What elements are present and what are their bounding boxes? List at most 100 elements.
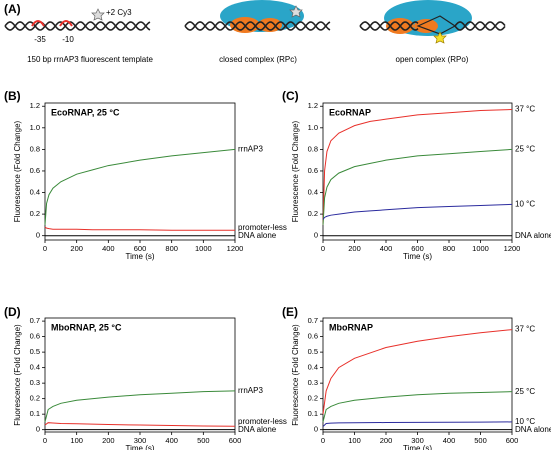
chart-title: MboRNAP [329,322,373,332]
y-tick-label: 0.8 [30,144,40,153]
y-tick-label: 0.4 [30,363,40,372]
y-axis-label: Fluorescence (Fold Change) [291,324,300,426]
series-label: promoter-less [238,223,287,232]
y-tick-label: 1.2 [30,101,40,110]
x-axis-label: Time (s) [403,252,432,261]
series-line [44,148,236,225]
x-tick-label: 100 [70,436,83,445]
x-tick-label: 400 [443,436,456,445]
y-tick-label: 0.7 [308,316,318,325]
label: 150 bp rrnAP3 fluorescent template [27,55,153,64]
x-tick-label: 0 [43,244,47,253]
y-tick-label: 1.0 [30,123,40,132]
x-tick-label: 800 [165,244,178,253]
series-label: DNA alone [238,231,277,240]
label: -35 [34,35,46,44]
y-tick-label: 0.1 [308,409,318,418]
y-tick-label: 0 [36,231,40,240]
series-line [322,108,513,225]
y-tick-label: 0.4 [308,188,318,197]
y-tick-label: 0.6 [30,332,40,341]
series-label: 37 °C [515,105,535,114]
label: open complex (RPo) [396,55,469,64]
x-tick-label: 200 [102,436,115,445]
x-axis-label: Time (s) [125,252,154,261]
series-label: DNA alone [515,231,551,240]
x-tick-label: 1000 [195,244,212,253]
y-tick-label: 0.3 [308,378,318,387]
series-label: rrnAP3 [238,386,263,395]
series-label: 10 °C [515,417,535,426]
x-tick-label: 600 [411,244,424,253]
y-tick-label: 0.8 [308,144,318,153]
y-tick-label: 0.3 [30,378,40,387]
series-label: 25 °C [515,387,535,396]
x-axis-label: Time (s) [403,444,432,450]
panel-label: (E) [282,305,298,319]
cy3-star [433,31,447,44]
y-axis-label: Fluorescence (Fold Change) [13,120,22,222]
panel-label: (B) [4,89,21,103]
y-tick-label: 0.1 [30,409,40,418]
plot-frame [44,317,236,433]
y-tick-label: 0 [314,231,318,240]
cy3-star [91,8,105,21]
y-tick-label: 1.0 [308,123,318,132]
y-tick-label: 0.6 [30,166,40,175]
series-line [44,390,236,423]
y-tick-label: 0.6 [308,166,318,175]
y-tick-label: 0.2 [30,394,40,403]
chart: (E) MboRNAP 0 0.1 0.2 0.3 0.4 0.5 0.6 0.7 0 100 200 3… [282,305,551,450]
label: -10 [62,35,74,44]
plot-frame [44,102,236,241]
x-tick-label: 200 [70,244,83,253]
x-tick-label: 600 [506,436,519,445]
y-axis-label: Fluorescence (Fold Change) [291,120,300,222]
series-line [322,421,513,427]
sigma [414,19,438,33]
series-label: 37 °C [515,325,535,334]
y-tick-label: 0.7 [30,316,40,325]
x-tick-label: 500 [474,436,487,445]
x-tick-label: 600 [229,436,242,445]
bubble [416,15,457,35]
x-tick-label: 600 [134,244,147,253]
y-tick-label: 0.5 [30,347,40,356]
y-tick-label: 0 [314,425,318,434]
series-line [44,226,235,231]
y-tick-label: 0 [36,425,40,434]
y-tick-label: 0.6 [308,332,318,341]
x-tick-label: 300 [411,436,424,445]
x-tick-label: 200 [348,244,361,253]
chart: (C) EcoRNAP 0 0.2 0.4 0.6 0.8 1.0 1.2 0 200 400 600 8… [282,89,551,261]
panel-a: (A) +2 Cy3 -35 -10 150 bp rrnAP3 fluores… [4,0,506,64]
series-line [322,203,513,220]
series-line [322,148,513,225]
x-tick-label: 1200 [227,244,244,253]
series-line [44,422,236,427]
x-tick-label: 400 [165,436,178,445]
x-tick-label: 0 [321,244,325,253]
x-tick-label: 0 [321,436,325,445]
x-tick-label: 1000 [472,244,489,253]
x-tick-label: 500 [197,436,210,445]
chart-title: MboRNAP, 25 °C [51,322,122,332]
series-label: DNA alone [515,425,551,434]
series-label: rrnAP3 [238,144,263,153]
y-tick-label: 0.2 [308,394,318,403]
y-tick-label: 1.2 [308,101,318,110]
label: +2 Cy3 [106,8,132,17]
label: closed complex (RPc) [219,55,297,64]
y-tick-label: 0.2 [30,209,40,218]
x-tick-label: 400 [380,244,393,253]
series-label: promoter-less [238,417,287,426]
series-line [322,329,513,415]
y-tick-label: 0.4 [308,363,318,372]
series-line [322,391,513,423]
chart: (D) MboRNAP, 25 °C 0 0.1 0.2 0.3 0.4 0.5 0.6 0.7 0… [4,305,287,450]
x-tick-label: 100 [348,436,361,445]
cy3-star [289,5,303,18]
y-axis-label: Fluorescence (Fold Change) [13,324,22,426]
panel-label: (C) [282,89,299,103]
